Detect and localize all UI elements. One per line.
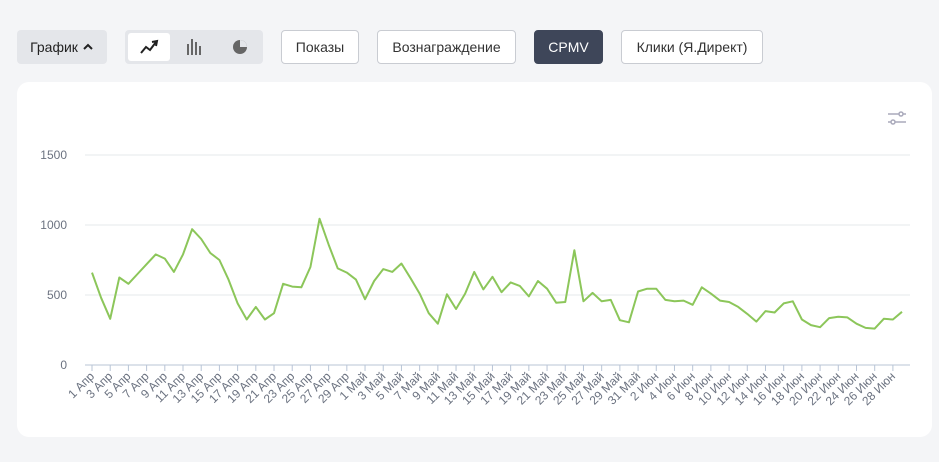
chart-type-icons	[128, 33, 247, 61]
toggle-button[interactable]: Клики (Я.Директ)	[621, 30, 763, 64]
toggle-button[interactable]: Вознаграждение	[377, 30, 516, 64]
y-tick-label: 0	[60, 358, 67, 372]
data-line	[91, 217, 903, 330]
chevron	[83, 43, 93, 50]
y-tick-label: 1500	[40, 148, 67, 162]
y-tick-label: 500	[47, 288, 67, 302]
chart-type-switch	[125, 30, 263, 64]
line-type[interactable]	[128, 33, 170, 61]
pie-type[interactable]	[233, 40, 247, 54]
settings-icon[interactable]	[888, 111, 906, 125]
y-tick-label: 1000	[40, 218, 67, 232]
bar-type[interactable]	[187, 39, 201, 55]
mode-dropdown[interactable]: График	[17, 30, 107, 64]
toggle-button[interactable]: CPMV	[534, 30, 603, 64]
mode-label: График	[30, 39, 78, 55]
toggle-button[interactable]: Показы	[281, 30, 359, 64]
chart-card	[17, 82, 932, 437]
